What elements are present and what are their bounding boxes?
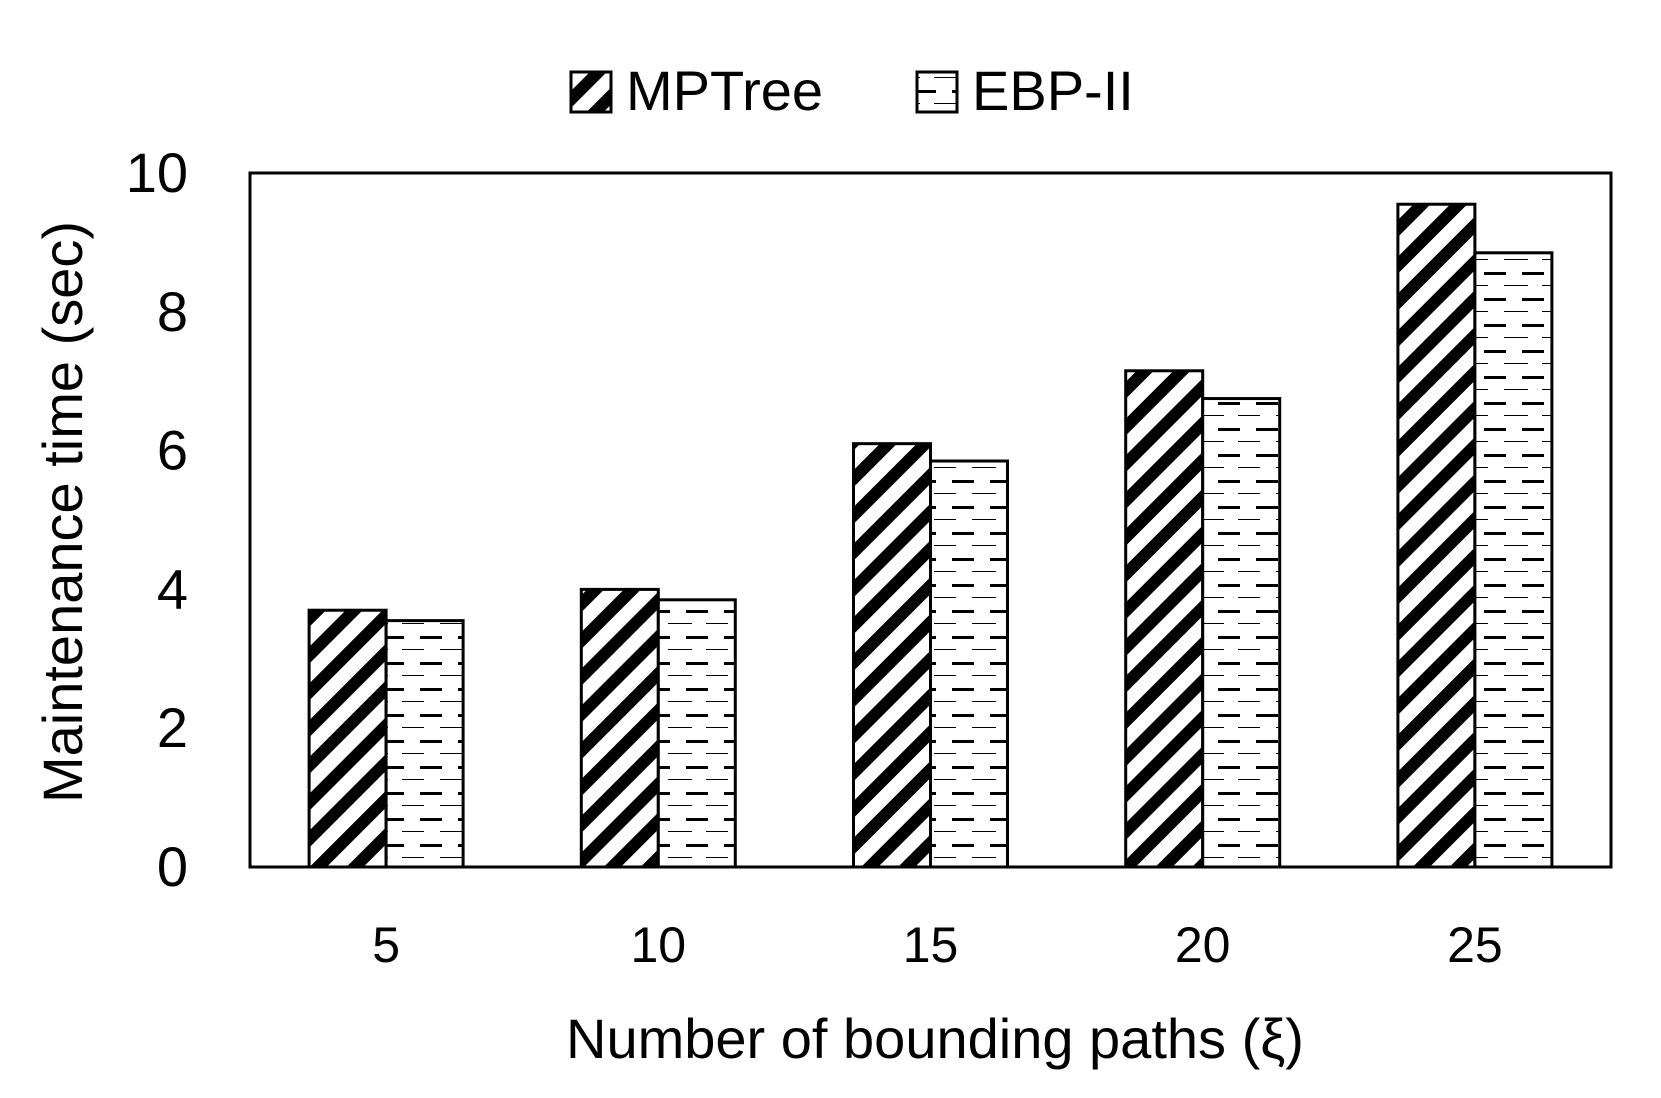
bar-mptree [852, 442, 932, 869]
y-axis-title: Maintenance time (sec) [31, 221, 94, 803]
legend-swatch-ebp-ii [915, 70, 959, 114]
x-tick-label: 5 [372, 917, 400, 973]
y-tick-label: 10 [126, 141, 188, 204]
x-tick-label: 20 [1175, 917, 1231, 973]
y-tick-label: 4 [157, 557, 188, 620]
x-tick-label: 15 [903, 917, 959, 973]
y-tick-labels: 0 2 4 6 8 10 [126, 141, 188, 898]
bar-ebp-ii [656, 598, 737, 869]
bar-ebp-ii [1201, 397, 1282, 869]
bar-mptree [307, 608, 388, 869]
bar-ebp-ii [1473, 251, 1554, 869]
legend: MPTree EBP-II [569, 59, 1134, 122]
legend-swatch-mptree [569, 70, 613, 114]
bar-mptree [579, 587, 660, 869]
x-tick-labels: 5 10 15 20 25 [372, 917, 1503, 973]
legend-label-mptree: MPTree [626, 59, 823, 122]
x-axis-title: Number of bounding paths (ξ) [566, 1007, 1304, 1070]
legend-label-ebp-ii: EBP-II [972, 59, 1134, 122]
bar-series [307, 202, 1554, 869]
x-tick-label: 25 [1447, 917, 1503, 973]
bar-ebp-ii [384, 619, 465, 869]
y-tick-label: 2 [157, 696, 188, 759]
x-tick-label: 10 [630, 917, 686, 973]
bar-mptree [1124, 369, 1205, 869]
y-tick-label: 0 [157, 835, 188, 898]
y-tick-label: 8 [157, 280, 188, 343]
bar-ebp-ii [929, 459, 1009, 869]
y-tick-label: 6 [157, 419, 188, 482]
bar-mptree [1396, 202, 1477, 869]
plot-area-frame [248, 171, 1613, 869]
